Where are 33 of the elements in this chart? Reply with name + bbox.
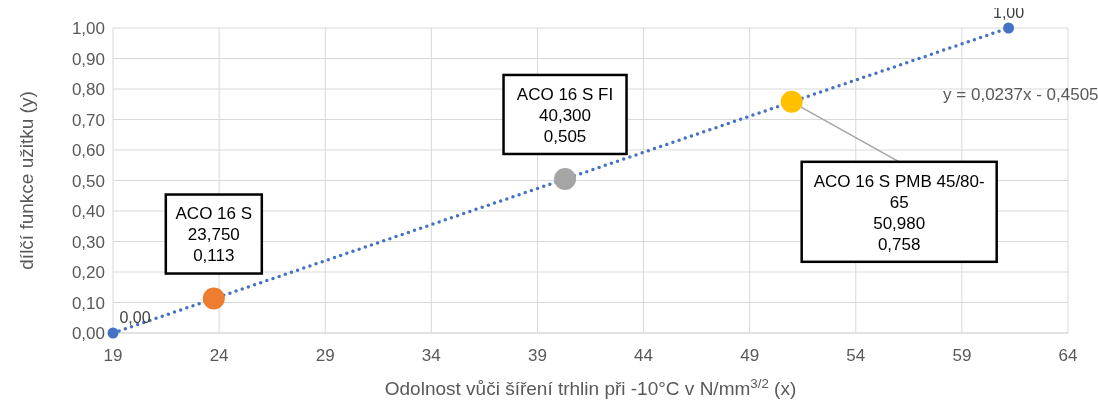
point	[107, 327, 119, 339]
x-tick-label: 44	[634, 346, 654, 366]
point	[1003, 22, 1015, 34]
y-tick-label: 0,60	[71, 141, 105, 161]
y-tick-label: 0,70	[71, 110, 105, 130]
x-tick-label: 34	[421, 346, 441, 366]
x-tick-label: 29	[315, 346, 335, 366]
x-tick-label: 59	[952, 346, 972, 366]
y-tick-label: 0,90	[71, 49, 105, 69]
data-label: 0,00	[119, 309, 151, 326]
x-tick-label: 54	[846, 346, 866, 366]
y-tick-label: 0,20	[71, 263, 105, 283]
y-tick-label: 0,00	[71, 324, 105, 344]
point	[554, 167, 577, 190]
x-tick-label: 64	[1058, 346, 1078, 366]
x-tick-label: 49	[740, 346, 760, 366]
data-label: ACO 16 S PMB 45/80-65 50,980 0,758	[813, 171, 985, 254]
y-tick-label: 0,50	[71, 171, 105, 191]
x-tick-label: 24	[209, 346, 229, 366]
y-tick-label: 1,00	[71, 19, 105, 39]
y-axis-title: dílčí funkce užitku (y)	[15, 91, 37, 270]
point	[202, 287, 225, 310]
x-tick-label: 19	[103, 346, 123, 366]
data-label: ACO 16 S 23,750 0,113	[175, 204, 253, 266]
y-tick-label: 0,10	[71, 293, 105, 313]
data-label: ACO 16 S FI 40,300 0,505	[516, 84, 614, 146]
y-tick-label: 0,30	[71, 232, 105, 252]
point	[780, 90, 803, 113]
x-tick-label: 39	[527, 346, 547, 366]
annotation: y = 0,0237x - 0,4505	[943, 85, 1098, 104]
x-axis-title: Odolnost vůči šíření trhlin při -10°C v N/mm$^{3/2}$ (x)	[384, 375, 797, 399]
y-tick-label: 0,40	[71, 202, 105, 222]
y-tick-label: 0,80	[71, 80, 105, 100]
